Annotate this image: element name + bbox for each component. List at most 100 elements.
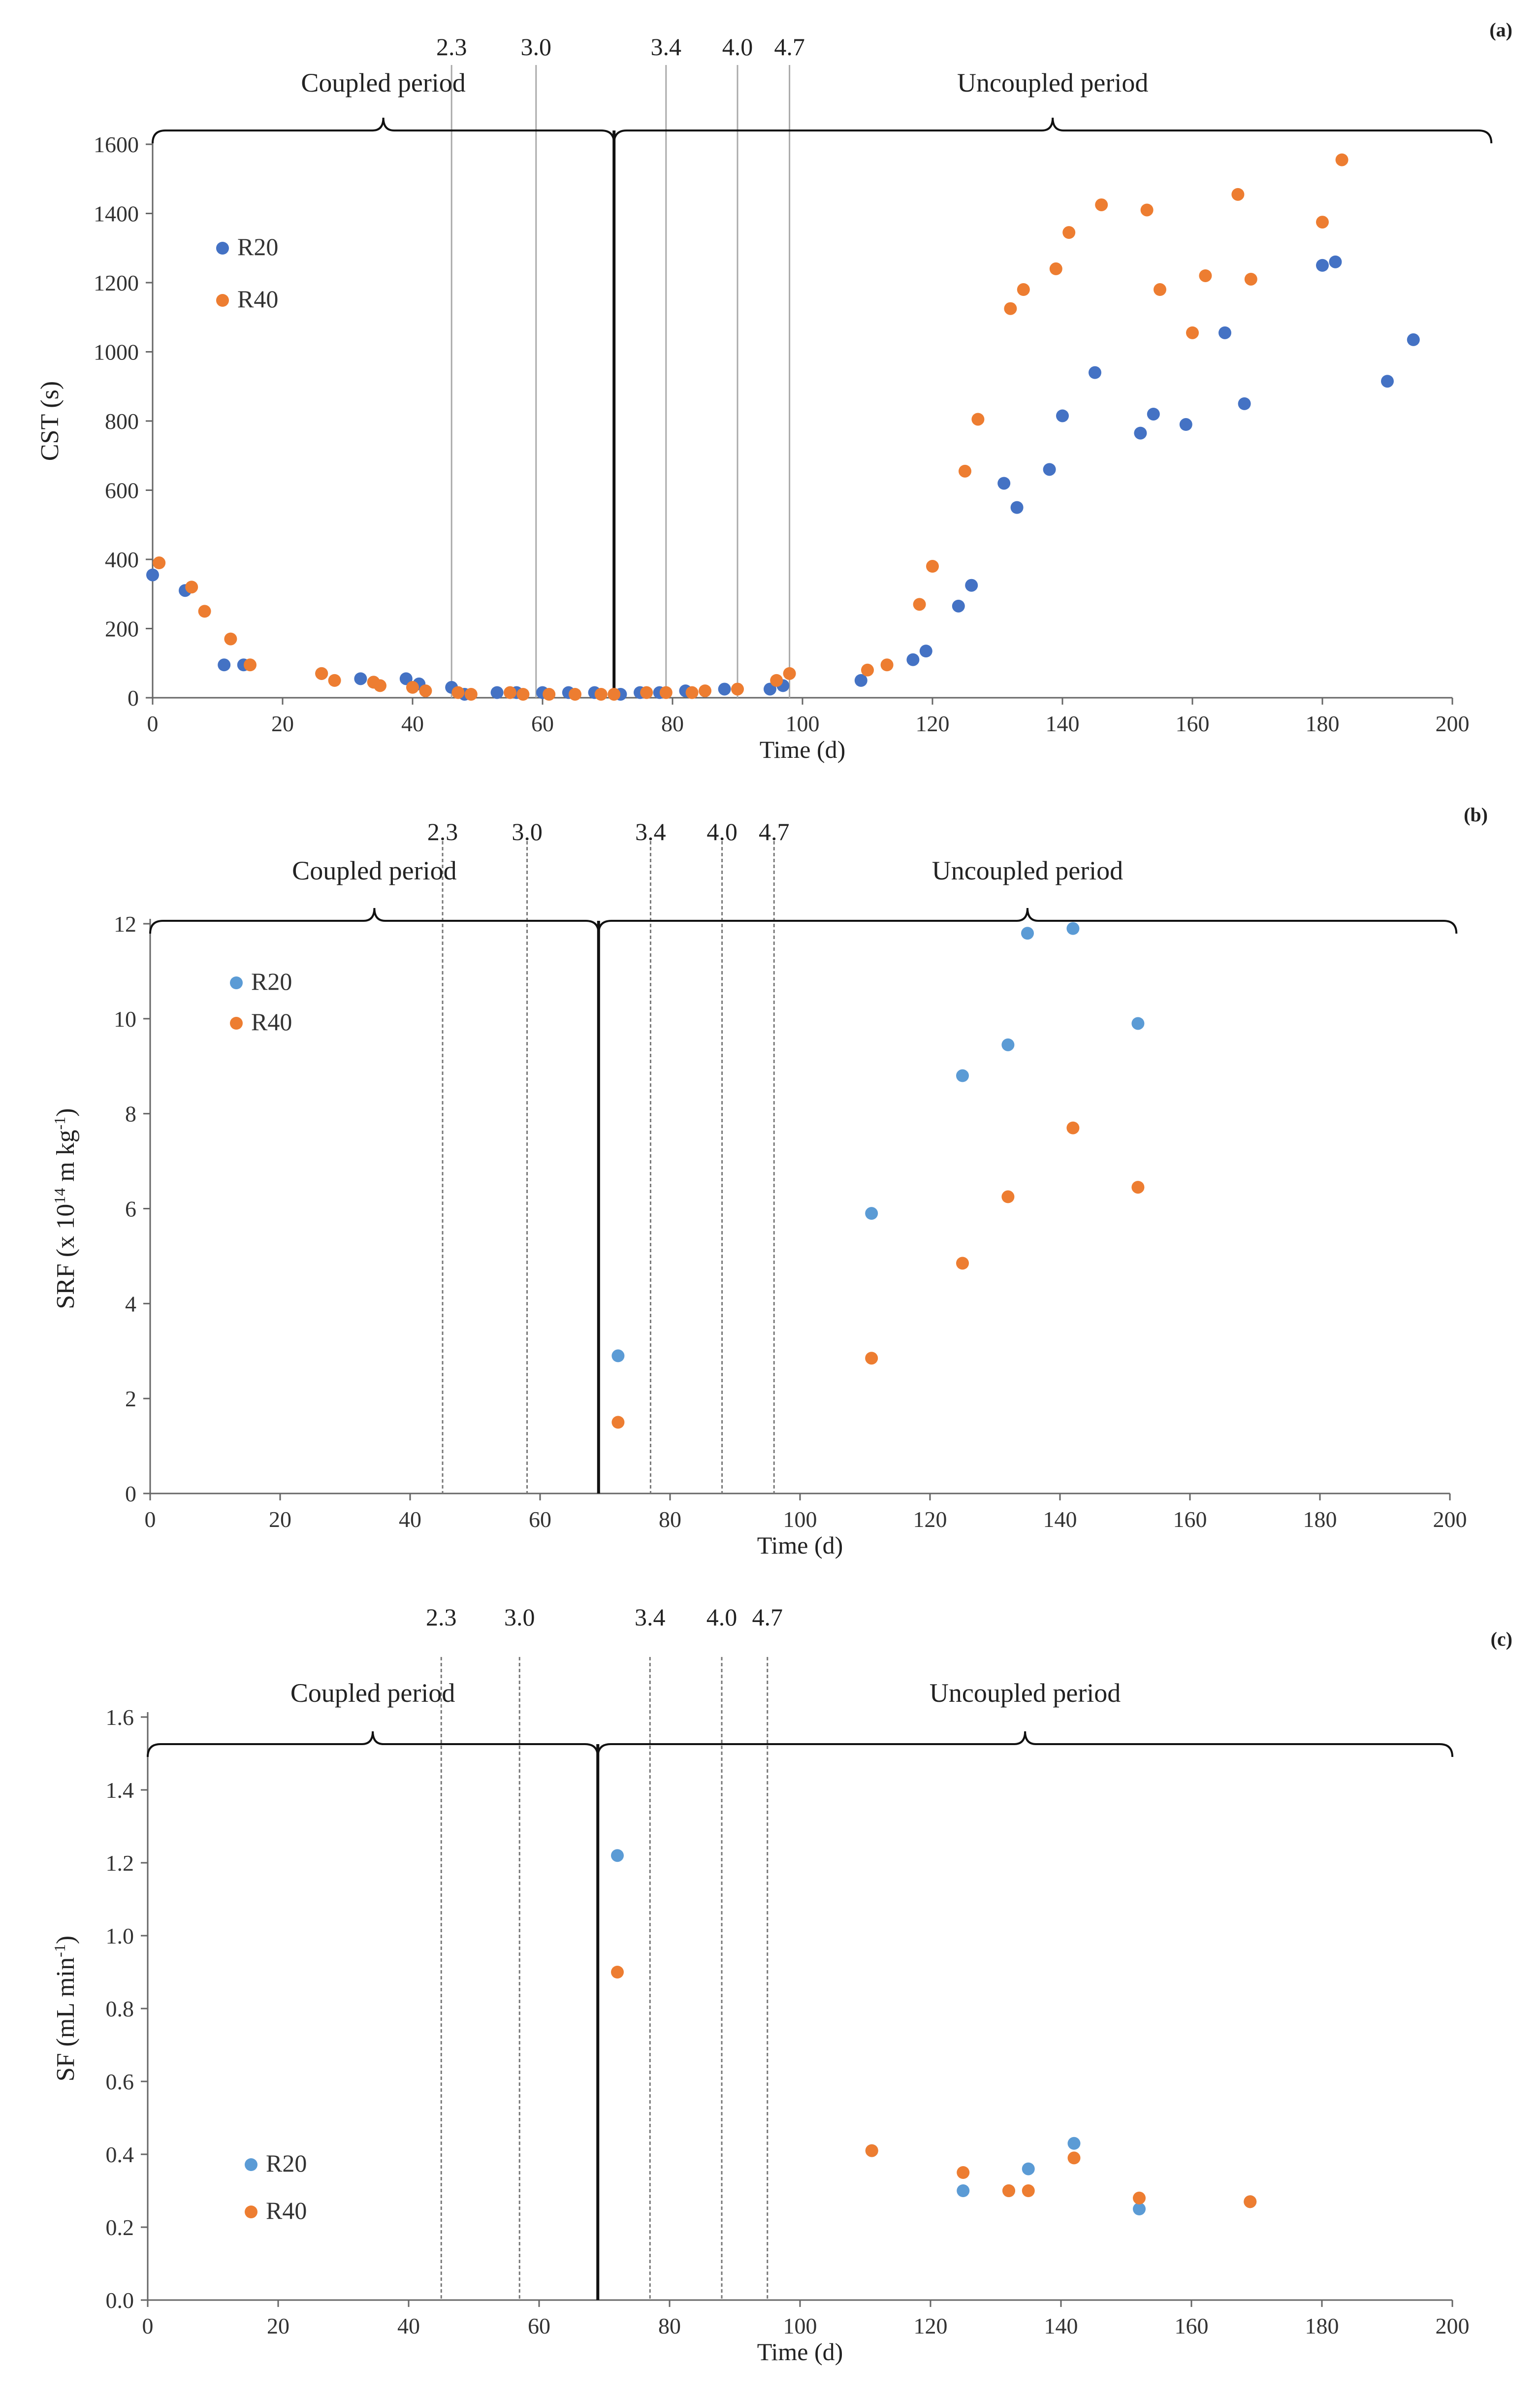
data-point-r40 <box>783 667 796 680</box>
y-tick-label: 10 <box>114 1006 136 1032</box>
data-point-r20 <box>1066 922 1080 935</box>
data-point-r20 <box>1134 426 1147 440</box>
data-point-r40 <box>957 2166 970 2179</box>
legend-marker-r40 <box>216 294 229 307</box>
x-tick-label: 200 <box>1433 1507 1467 1532</box>
x-axis-title: Time (d) <box>760 736 846 763</box>
y-tick-label: 0.6 <box>106 2069 134 2094</box>
data-point-r40 <box>244 658 257 672</box>
legend-label-r20: R20 <box>251 968 292 995</box>
y-tick-label: 1200 <box>94 270 139 295</box>
data-point-r40 <box>315 667 328 680</box>
x-tick-label: 180 <box>1305 2313 1339 2338</box>
ph-marker-label: 4.7 <box>774 33 805 61</box>
data-point-r40 <box>640 686 653 699</box>
y-tick-label: 0 <box>125 1481 136 1506</box>
data-point-r40 <box>569 687 581 701</box>
data-point-r40 <box>1067 2151 1081 2165</box>
data-point-r20 <box>1407 333 1420 346</box>
data-point-r40 <box>1133 2191 1146 2205</box>
x-axis-title: Time (d) <box>757 1531 843 1559</box>
panel-label: (b) <box>1464 804 1488 826</box>
data-point-r40 <box>1154 283 1166 296</box>
data-point-r20 <box>611 1849 624 1862</box>
y-axis-title-part: 14 <box>51 1188 68 1204</box>
panel-b: (b) 0 20 40 60 80 100 120 140 160 180 200 0 2 4 6 8 10 12 T… <box>51 804 1488 1559</box>
legend-label-r20: R20 <box>266 2149 307 2177</box>
data-point-r40 <box>1002 2184 1015 2197</box>
period-label: Coupled period <box>292 856 456 885</box>
y-axis-title-part: -1 <box>51 1944 68 1957</box>
data-point-r40 <box>865 2144 878 2157</box>
y-tick-label: 12 <box>114 911 136 937</box>
data-point-r20 <box>1043 463 1056 476</box>
x-tick-label: 180 <box>1303 1507 1337 1532</box>
data-point-r40 <box>451 686 465 699</box>
data-point-r40 <box>770 674 783 687</box>
x-tick-label: 20 <box>271 711 294 736</box>
period-brace <box>597 1731 1453 1757</box>
data-point-r40 <box>926 560 939 573</box>
x-tick-label: 120 <box>914 2313 948 2338</box>
ph-marker-label: 3.4 <box>651 33 682 61</box>
legend-marker-r20 <box>230 976 243 989</box>
ph-marker-label: 3.0 <box>521 33 552 61</box>
x-tick-label: 0 <box>147 711 159 736</box>
y-tick-label: 1400 <box>94 201 139 227</box>
x-tick-label: 20 <box>267 2313 289 2338</box>
x-tick-label: 0 <box>142 2313 154 2338</box>
panel-a: (a) 0 20 40 60 80 100 120 140 160 180 200 0 200 400 600… <box>36 19 1512 763</box>
data-point-r20 <box>1238 397 1251 410</box>
panel-label: (a) <box>1489 19 1512 41</box>
y-tick-label: 0.4 <box>106 2142 134 2167</box>
x-tick-label: 60 <box>531 711 554 736</box>
data-point-r20 <box>1089 366 1101 379</box>
data-point-r20 <box>1021 927 1034 940</box>
ph-marker-label: 2.3 <box>426 1603 457 1631</box>
data-point-r20 <box>1001 1038 1015 1051</box>
data-point-r40 <box>1004 302 1017 315</box>
data-point-r20 <box>1316 259 1329 272</box>
x-tick-label: 200 <box>1436 2313 1470 2338</box>
x-tick-label: 100 <box>783 1507 817 1532</box>
x-tick-label: 80 <box>661 711 684 736</box>
ph-marker-label: 2.3 <box>427 818 458 845</box>
ph-marker-label: 3.0 <box>504 1603 535 1631</box>
y-tick-label: 0.2 <box>106 2215 134 2240</box>
data-point-r20 <box>1067 2137 1081 2150</box>
data-point-r20 <box>952 599 965 613</box>
data-point-r20 <box>965 579 978 592</box>
data-point-r20 <box>854 674 867 687</box>
period-brace <box>147 1731 599 1757</box>
data-point-r40 <box>1022 2184 1035 2197</box>
ph-marker-label: 3.4 <box>635 1603 666 1631</box>
y-tick-label: 1600 <box>94 132 139 157</box>
data-point-r40 <box>328 674 341 687</box>
data-point-r40 <box>153 556 166 570</box>
x-tick-label: 120 <box>913 1507 947 1532</box>
x-tick-label: 180 <box>1306 711 1340 736</box>
period-brace <box>152 117 615 144</box>
x-tick-label: 80 <box>659 1507 681 1532</box>
x-tick-label: 160 <box>1173 1507 1207 1532</box>
y-axis-title-part: SF (mL min <box>52 1957 80 2081</box>
y-tick-label: 400 <box>105 547 139 572</box>
data-point-r40 <box>611 1416 625 1429</box>
y-axis-title-part: ) <box>52 1108 80 1116</box>
x-tick-label: 60 <box>528 2313 550 2338</box>
x-tick-label: 40 <box>401 711 424 736</box>
period-brace <box>613 117 1493 144</box>
data-point-r40 <box>543 687 556 701</box>
legend-marker-r40 <box>230 1017 243 1030</box>
data-point-r40 <box>419 684 432 697</box>
data-point-r20 <box>1010 501 1024 514</box>
data-point-r40 <box>1131 1181 1145 1194</box>
data-point-r40 <box>1231 188 1245 201</box>
data-point-r40 <box>1335 153 1348 166</box>
data-point-r40 <box>1316 216 1329 229</box>
data-point-r40 <box>861 663 874 677</box>
y-tick-label: 8 <box>125 1102 136 1127</box>
y-tick-label: 200 <box>105 616 139 642</box>
data-point-r40 <box>731 682 744 696</box>
